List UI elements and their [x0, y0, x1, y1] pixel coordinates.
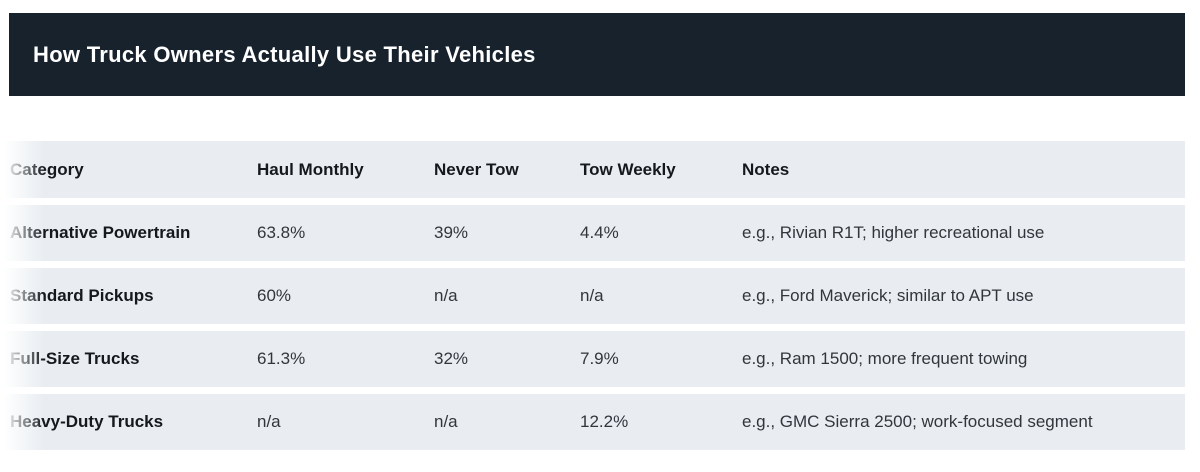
table-row-alternative-powertrain: Alternative Powertrain 63.8% 39% 4.4% e.… [0, 205, 1185, 261]
cell-never-tow: 39% [434, 223, 469, 242]
cell-notes: e.g., GMC Sierra 2500; work-focused segm… [742, 412, 1093, 431]
cell-haul-monthly: 60% [257, 286, 292, 305]
cell-tow-weekly: 12.2% [580, 412, 629, 431]
cell-notes: e.g., Ram 1500; more frequent towing [742, 349, 1028, 368]
table-header-row: Category Haul Monthly Never Tow Tow Week… [0, 141, 1185, 198]
table-row-standard-pickups: Standard Pickups 60% n/a n/a e.g., Ford … [0, 268, 1185, 324]
cell-never-tow: n/a [434, 286, 458, 305]
page-title: How Truck Owners Actually Use Their Vehi… [33, 41, 536, 67]
cell-tow-weekly: n/a [580, 286, 604, 305]
table-title-bar: How Truck Owners Actually Use Their Vehi… [9, 13, 1185, 96]
column-header-haul-monthly: Haul Monthly [257, 159, 364, 179]
cell-never-tow: 32% [434, 349, 469, 368]
cell-category: Full-Size Trucks [10, 349, 140, 368]
table-row-full-size-trucks: Full-Size Trucks 61.3% 32% 7.9% e.g., Ra… [0, 331, 1185, 387]
cell-notes: e.g., Ford Maverick; similar to APT use [742, 286, 1034, 305]
cell-haul-monthly: 63.8% [257, 223, 306, 242]
cell-category: Standard Pickups [10, 286, 154, 305]
cell-notes: e.g., Rivian R1T; higher recreational us… [742, 223, 1045, 242]
cell-never-tow: n/a [434, 412, 458, 431]
truck-usage-table: Category Haul Monthly Never Tow Tow Week… [0, 141, 1185, 457]
table-row-heavy-duty-trucks: Heavy-Duty Trucks n/a n/a 12.2% e.g., GM… [0, 394, 1185, 450]
column-header-category: Category [10, 159, 84, 179]
column-header-tow-weekly: Tow Weekly [580, 159, 676, 179]
column-header-never-tow: Never Tow [434, 159, 519, 179]
cell-haul-monthly: n/a [257, 412, 281, 431]
cell-haul-monthly: 61.3% [257, 349, 306, 368]
cell-category: Alternative Powertrain [10, 223, 191, 242]
cell-category: Heavy-Duty Trucks [10, 412, 164, 431]
cell-tow-weekly: 4.4% [580, 223, 619, 242]
cell-tow-weekly: 7.9% [580, 349, 619, 368]
column-header-notes: Notes [742, 159, 790, 179]
